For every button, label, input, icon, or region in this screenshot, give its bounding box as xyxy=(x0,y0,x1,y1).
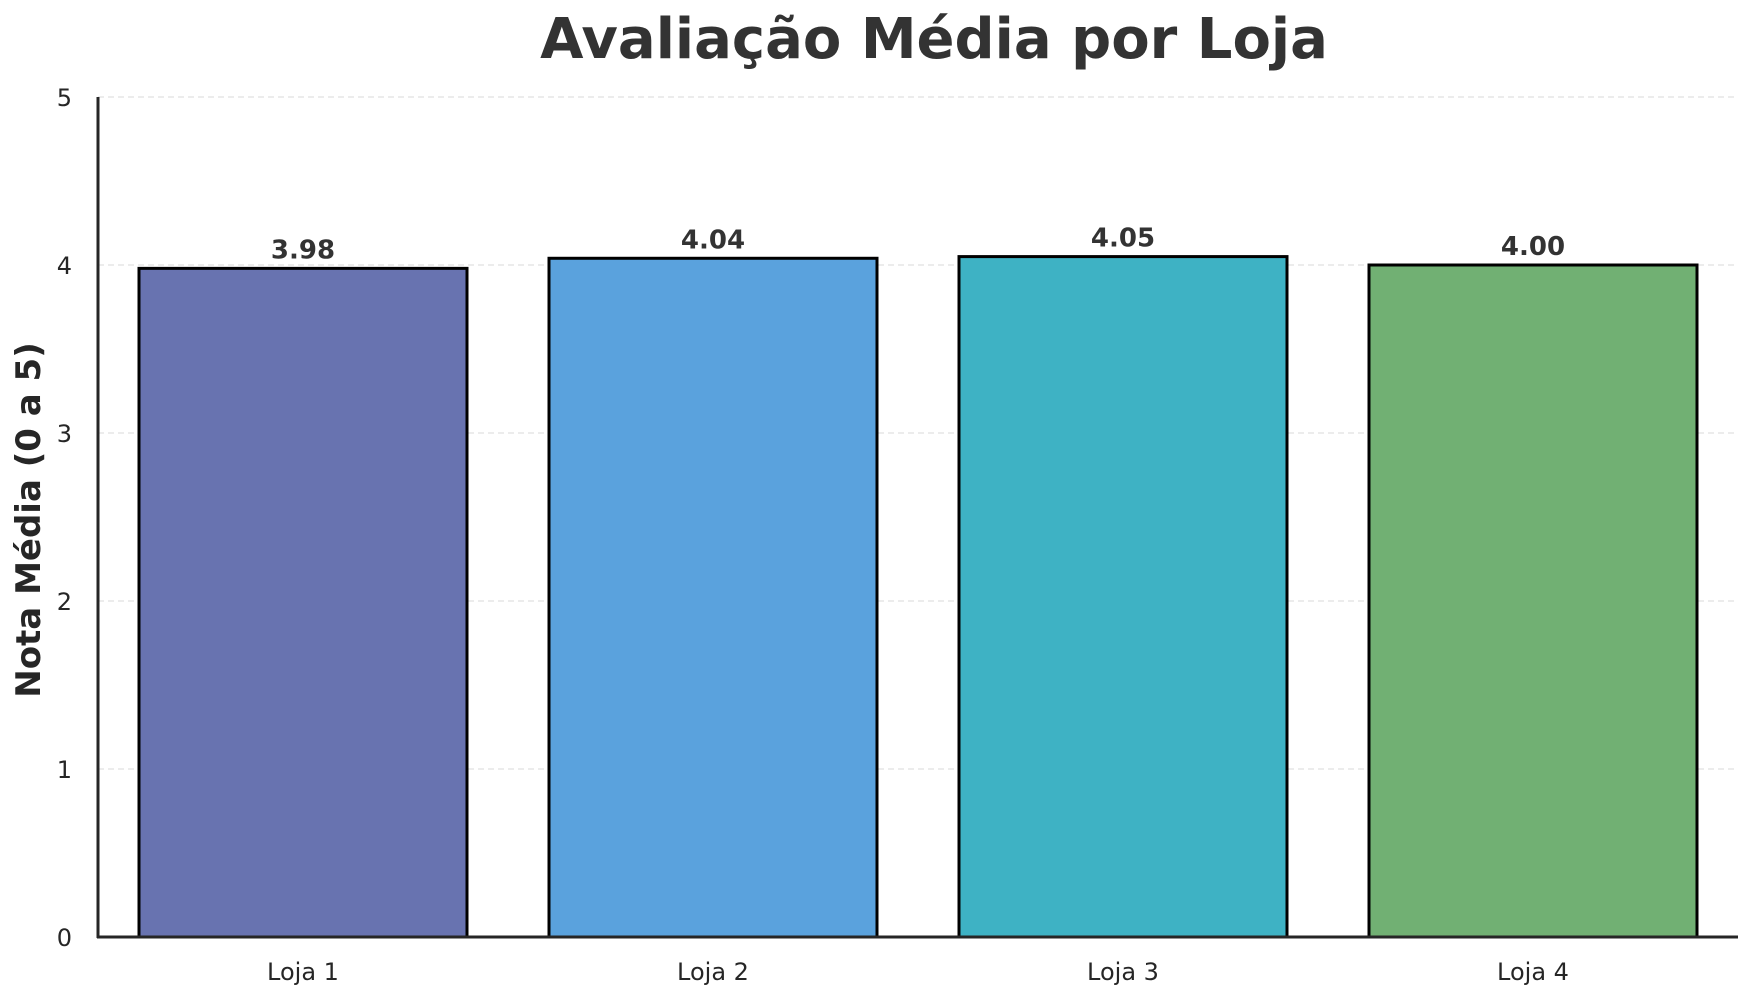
bar xyxy=(547,256,879,939)
x-axis-ticks: Loja 1 Loja 2 Loja 3 Loja 4 xyxy=(267,958,1569,986)
bar-value-label: 4.04 xyxy=(681,225,745,255)
bars xyxy=(137,255,1699,939)
y-axis-label: Nota Média (0 a 5) xyxy=(9,342,49,698)
y-tick-label: 4 xyxy=(57,252,72,280)
x-tick-label: Loja 1 xyxy=(267,958,339,986)
x-tick-label: Loja 4 xyxy=(1497,958,1569,986)
y-tick-label: 0 xyxy=(57,924,72,952)
x-tick-label: Loja 3 xyxy=(1087,958,1159,986)
chart-title: Avaliação Média por Loja xyxy=(540,7,1328,72)
bar xyxy=(137,266,469,939)
y-axis-ticks: 0 1 2 3 4 5 xyxy=(57,84,72,952)
y-tick-label: 3 xyxy=(57,420,72,448)
y-tick-label: 1 xyxy=(57,756,72,784)
y-tick-label: 5 xyxy=(57,84,72,112)
y-tick-label: 2 xyxy=(57,588,72,616)
x-tick-label: Loja 2 xyxy=(677,958,749,986)
bar-value-label: 4.05 xyxy=(1091,224,1155,254)
bar-value-label: 3.98 xyxy=(271,235,335,265)
bar-value-labels: 3.98 4.04 4.05 4.00 xyxy=(271,224,1565,266)
bar xyxy=(1367,263,1699,939)
bar xyxy=(957,255,1289,939)
bar-value-label: 4.00 xyxy=(1501,232,1565,262)
